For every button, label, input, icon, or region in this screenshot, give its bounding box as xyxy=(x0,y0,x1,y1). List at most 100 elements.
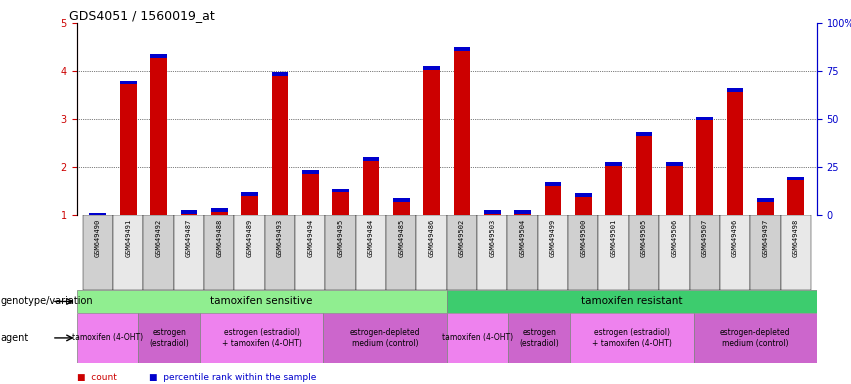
Bar xyxy=(332,189,349,192)
FancyBboxPatch shape xyxy=(447,215,477,290)
Bar xyxy=(302,170,318,215)
Bar xyxy=(545,182,562,186)
Bar xyxy=(241,192,258,215)
FancyBboxPatch shape xyxy=(77,290,447,313)
Bar xyxy=(636,132,653,215)
FancyBboxPatch shape xyxy=(323,313,447,363)
FancyBboxPatch shape xyxy=(234,215,265,290)
Bar xyxy=(666,162,683,166)
Text: GDS4051 / 1560019_at: GDS4051 / 1560019_at xyxy=(69,9,215,22)
Bar xyxy=(150,54,167,215)
Text: GSM649499: GSM649499 xyxy=(550,219,556,257)
Text: GSM649491: GSM649491 xyxy=(125,219,131,257)
Text: GSM649507: GSM649507 xyxy=(702,219,708,257)
Bar xyxy=(271,73,288,215)
Text: estrogen
(estradiol): estrogen (estradiol) xyxy=(149,328,189,348)
Text: GSM649493: GSM649493 xyxy=(277,219,283,257)
Text: GSM649500: GSM649500 xyxy=(580,219,586,257)
FancyBboxPatch shape xyxy=(629,215,660,290)
Bar xyxy=(89,213,106,215)
Bar xyxy=(180,210,197,215)
Bar xyxy=(514,210,531,214)
FancyBboxPatch shape xyxy=(660,215,689,290)
Text: GSM649505: GSM649505 xyxy=(641,219,647,257)
FancyBboxPatch shape xyxy=(568,215,598,290)
FancyBboxPatch shape xyxy=(570,313,694,363)
Bar xyxy=(696,117,713,121)
Text: estrogen-depleted
medium (control): estrogen-depleted medium (control) xyxy=(720,328,791,348)
Bar xyxy=(120,81,136,84)
Text: tamoxifen (4-OHT): tamoxifen (4-OHT) xyxy=(71,333,143,343)
Text: GSM649490: GSM649490 xyxy=(94,219,100,257)
FancyBboxPatch shape xyxy=(200,313,323,363)
FancyBboxPatch shape xyxy=(689,215,720,290)
Bar xyxy=(454,47,471,51)
Text: GSM649496: GSM649496 xyxy=(732,219,738,257)
FancyBboxPatch shape xyxy=(694,313,817,363)
Text: genotype/variation: genotype/variation xyxy=(1,296,94,306)
Text: ■  count: ■ count xyxy=(77,373,117,382)
FancyBboxPatch shape xyxy=(447,290,817,313)
Bar xyxy=(757,198,774,215)
Text: GSM649484: GSM649484 xyxy=(368,219,374,257)
Text: GSM649506: GSM649506 xyxy=(671,219,677,257)
FancyBboxPatch shape xyxy=(477,215,507,290)
Text: estrogen-depleted
medium (control): estrogen-depleted medium (control) xyxy=(350,328,420,348)
Bar xyxy=(332,189,349,215)
Text: GSM649495: GSM649495 xyxy=(338,219,344,257)
Text: GSM649503: GSM649503 xyxy=(489,219,495,257)
Text: tamoxifen sensitive: tamoxifen sensitive xyxy=(210,296,313,306)
Bar xyxy=(514,210,531,215)
FancyBboxPatch shape xyxy=(447,313,508,363)
FancyBboxPatch shape xyxy=(138,313,200,363)
Bar xyxy=(787,177,804,180)
Text: GSM649488: GSM649488 xyxy=(216,219,222,257)
Bar xyxy=(454,47,471,215)
FancyBboxPatch shape xyxy=(174,215,204,290)
Text: estrogen (estradiol)
+ tamoxifen (4-OHT): estrogen (estradiol) + tamoxifen (4-OHT) xyxy=(592,328,671,348)
Bar xyxy=(211,208,227,215)
FancyBboxPatch shape xyxy=(507,215,538,290)
Text: GSM649487: GSM649487 xyxy=(186,219,191,257)
Text: GSM649502: GSM649502 xyxy=(459,219,465,257)
FancyBboxPatch shape xyxy=(386,215,416,290)
Bar xyxy=(150,54,167,58)
Bar xyxy=(363,157,380,215)
FancyBboxPatch shape xyxy=(780,215,811,290)
Bar xyxy=(636,132,653,136)
Text: tamoxifen resistant: tamoxifen resistant xyxy=(581,296,683,306)
FancyBboxPatch shape xyxy=(416,215,447,290)
Text: estrogen
(estradiol): estrogen (estradiol) xyxy=(519,328,559,348)
FancyBboxPatch shape xyxy=(751,215,780,290)
FancyBboxPatch shape xyxy=(508,313,570,363)
Bar xyxy=(666,162,683,215)
Text: GSM649498: GSM649498 xyxy=(793,219,799,257)
FancyBboxPatch shape xyxy=(356,215,386,290)
Bar xyxy=(696,117,713,215)
Bar xyxy=(393,198,409,202)
Bar xyxy=(605,162,622,166)
FancyBboxPatch shape xyxy=(265,215,295,290)
Text: GSM649504: GSM649504 xyxy=(520,219,526,257)
FancyBboxPatch shape xyxy=(143,215,174,290)
FancyBboxPatch shape xyxy=(77,313,138,363)
FancyBboxPatch shape xyxy=(204,215,234,290)
Bar xyxy=(727,88,744,215)
Text: GSM649497: GSM649497 xyxy=(762,219,768,257)
Bar xyxy=(120,81,136,215)
Bar xyxy=(575,194,591,215)
Bar xyxy=(89,213,106,217)
Text: GSM649489: GSM649489 xyxy=(247,219,253,257)
Bar xyxy=(241,192,258,196)
Bar xyxy=(484,210,500,215)
Text: estrogen (estradiol)
+ tamoxifen (4-OHT): estrogen (estradiol) + tamoxifen (4-OHT) xyxy=(222,328,301,348)
Bar xyxy=(727,88,744,92)
Text: GSM649501: GSM649501 xyxy=(611,219,617,257)
FancyBboxPatch shape xyxy=(538,215,568,290)
Text: GSM649494: GSM649494 xyxy=(307,219,313,257)
FancyBboxPatch shape xyxy=(720,215,751,290)
FancyBboxPatch shape xyxy=(598,215,629,290)
Bar xyxy=(423,66,440,70)
Bar xyxy=(787,177,804,215)
Text: tamoxifen (4-OHT): tamoxifen (4-OHT) xyxy=(442,333,513,343)
